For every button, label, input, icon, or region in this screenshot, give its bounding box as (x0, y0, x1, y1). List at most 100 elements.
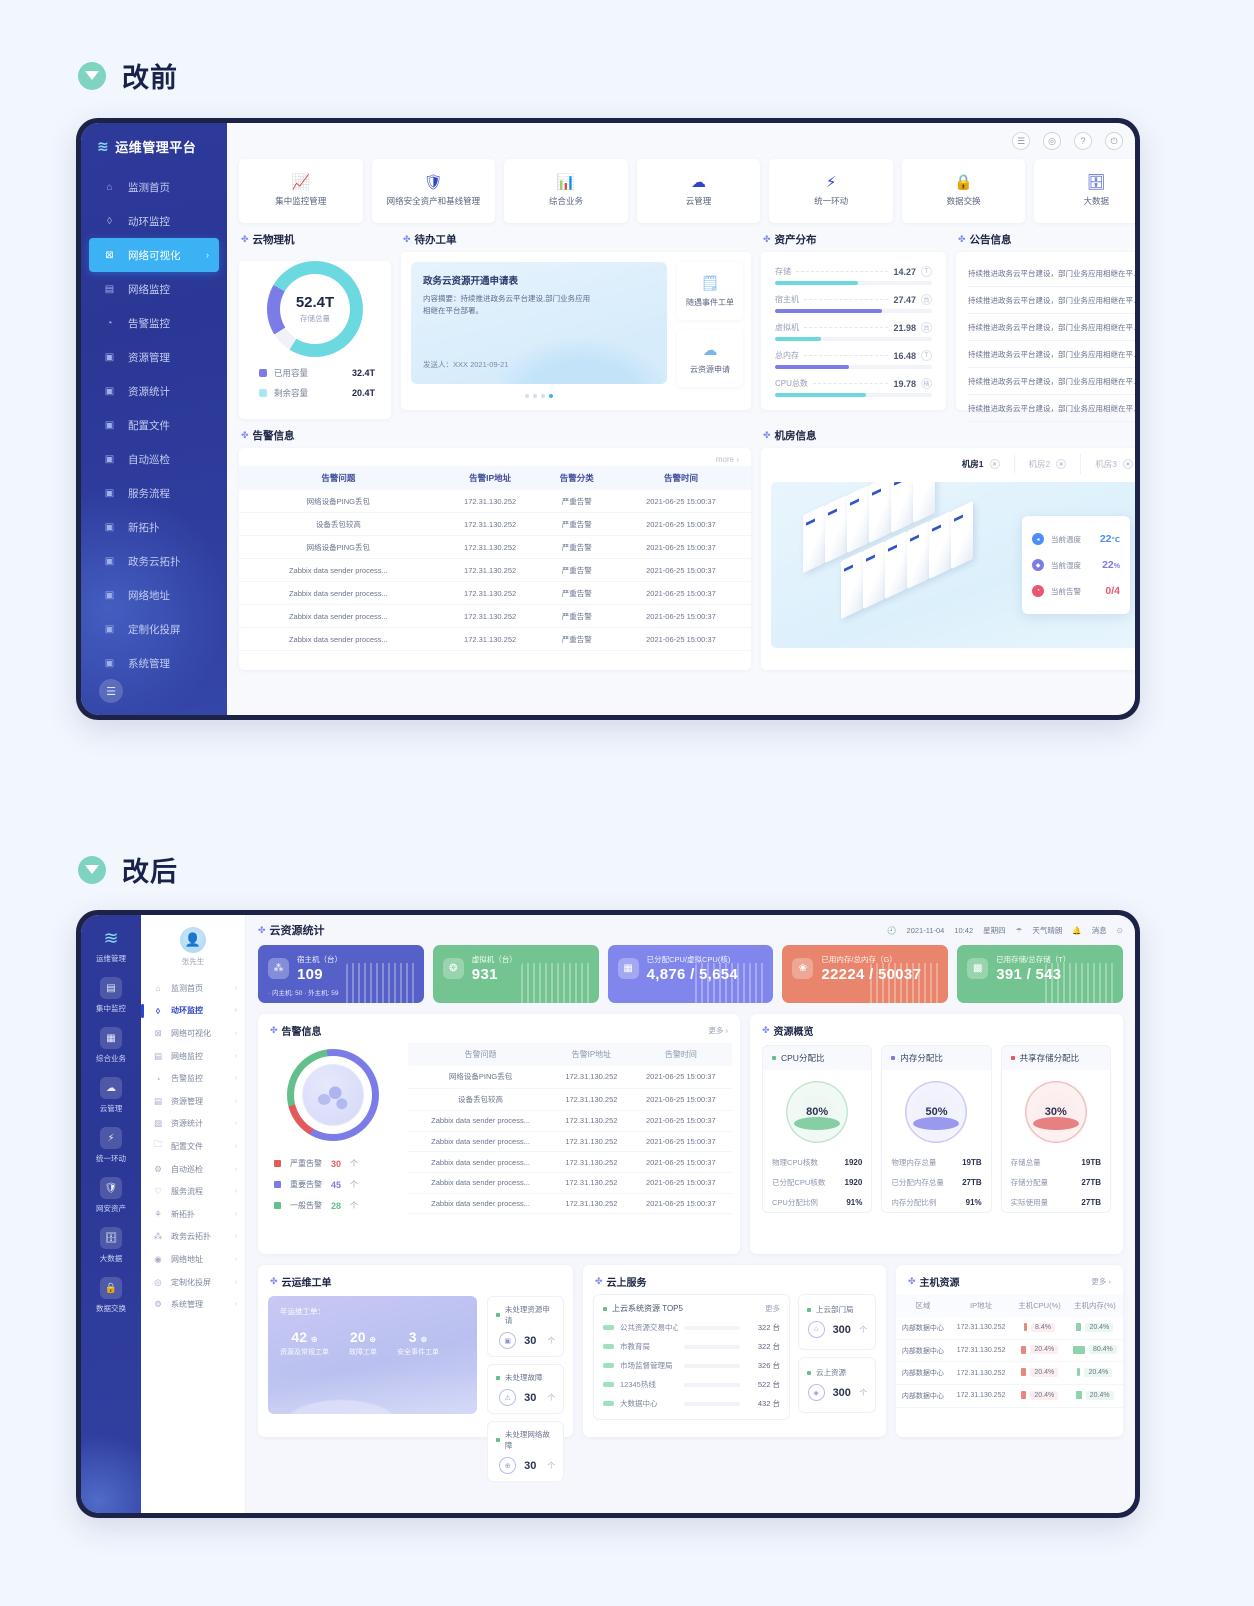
table-row[interactable]: 设备丢包较高 172.31.130.252 2021-06-25 15:00:37 (408, 1088, 732, 1112)
notice-item-1[interactable]: 持续推进政务云平台建设，部门业务应用相继在平台上部署 (968, 287, 1135, 314)
cloudservice-minicard-1[interactable]: 云上资源 ◈ 300 个 (798, 1357, 876, 1413)
menu-icon[interactable]: ☰ (1012, 132, 1030, 150)
sidebar-item-3[interactable]: ▤ 网络监控 (81, 272, 227, 306)
power-icon[interactable]: ⏻ (1105, 132, 1123, 150)
table-row[interactable]: 内部数据中心 172.31.130.252 20.4% 80.4% (896, 1339, 1123, 1363)
hostres-more-link[interactable]: 更多 › (1091, 1277, 1111, 1286)
nav-card-4[interactable]: ⚡ 统一环动 (769, 159, 893, 223)
sidebar-item-8[interactable]: ▣ 自动巡检 (81, 442, 227, 476)
menu-item-10[interactable]: ⚘ 新拓扑 › (141, 1203, 245, 1226)
table-row[interactable]: Zabbix data sender process... 172.31.130.… (408, 1172, 732, 1194)
menu-item-0[interactable]: ⌂ 监测首页 › (141, 977, 245, 1000)
rail-item-0[interactable]: ≋ 运维管理 (81, 927, 141, 964)
menu-item-13[interactable]: ◎ 定制化投屏 › (141, 1271, 245, 1294)
rail-item-5[interactable]: 🛡 网安资产 (81, 1177, 141, 1214)
menu-item-12[interactable]: ◉ 网络地址 › (141, 1248, 245, 1271)
menu-item-2[interactable]: ⊠ 网络可视化 › (141, 1022, 245, 1045)
todo-action-0[interactable]: 🗒 随遇事件工单 (677, 262, 743, 320)
alarm-more-link[interactable]: 更多 › (708, 1026, 728, 1035)
sidebar-item-1[interactable]: ◊ 动环监控 (81, 204, 227, 238)
table-row[interactable]: 网络设备PING丢包 172.31.130.252 2021-06-25 15:00… (408, 1066, 732, 1089)
sidebar-item-11[interactable]: ▣ 政务云拓扑 (81, 544, 227, 578)
rail-item-3[interactable]: ☁ 云管理 (81, 1077, 141, 1114)
table-row[interactable]: Zabbix data sender process... 172.31.130.… (239, 627, 751, 651)
table-row[interactable]: Zabbix data sender process... 172.31.130.… (239, 581, 751, 605)
table-row[interactable]: Zabbix data sender process... 172.31.130.… (408, 1193, 732, 1215)
sidebar-item-5[interactable]: ▣ 资源管理 (81, 340, 227, 374)
table-row[interactable]: Zabbix data sender process... 172.31.130.… (239, 604, 751, 628)
menu-item-3[interactable]: ▤ 网络监控 › (141, 1045, 245, 1068)
carousel-dot-active[interactable] (549, 394, 553, 398)
carousel-dot[interactable] (525, 394, 529, 398)
tops-more-link[interactable]: 更多 (765, 1304, 780, 1313)
sidebar-item-13[interactable]: ▣ 定制化投屏 (81, 612, 227, 646)
rail-item-7[interactable]: 🔒 数据交换 (81, 1277, 141, 1314)
alarm-more-link[interactable]: more › (715, 455, 739, 464)
menu-item-14[interactable]: ⚙ 系统管理 › (141, 1293, 245, 1316)
sidebar-item-12[interactable]: ▣ 网络地址 (81, 578, 227, 612)
table-row[interactable]: Zabbix data sender process... 172.31.130.… (408, 1131, 732, 1153)
rail-item-2[interactable]: ▦ 综合业务 (81, 1027, 141, 1064)
close-icon[interactable]: ✕ (989, 459, 1000, 469)
idc-tab-2[interactable]: 机房3 ✕ (1081, 454, 1135, 474)
todo-action-1[interactable]: ☁ 云资源申请 (677, 329, 743, 387)
carousel-dot[interactable] (541, 394, 545, 398)
header-message[interactable]: 消息 (1091, 925, 1107, 935)
sidebar-item-4[interactable]: ◔ 告警监控 (81, 306, 227, 340)
nav-card-6[interactable]: 🗄 大数据 (1034, 159, 1135, 223)
sidebar-item-9[interactable]: ▣ 服务流程 (81, 476, 227, 510)
notice-item-0[interactable]: 持续推进政务云平台建设，部门业务应用相继在平台上部署 (968, 260, 1135, 287)
carousel-dot[interactable] (533, 394, 537, 398)
table-row[interactable]: 内部数据中心 172.31.130.252 8.4% 20.4% (896, 1317, 1123, 1340)
table-row[interactable]: 内部数据中心 172.31.130.252 20.4% 20.4% (896, 1361, 1123, 1386)
nav-card-3[interactable]: ☁ 云管理 (636, 159, 761, 223)
table-row[interactable]: Zabbix data sender process... 172.31.130.… (408, 1110, 732, 1132)
nav-card-5[interactable]: 🔒 数据交换 (901, 159, 1026, 223)
nav-card-0[interactable]: 📈 集中监控管理 (239, 159, 363, 223)
rail-item-4[interactable]: ⚡ 统一环动 (81, 1127, 141, 1164)
sidebar-item-10[interactable]: ▣ 新拓扑 (81, 510, 227, 544)
cloudservice-minicard-0[interactable]: 上云部门局 ⌂ 300 个 (798, 1294, 876, 1350)
menu-item-1[interactable]: ◊ 动环监控 › (141, 1000, 245, 1023)
table-row[interactable]: 内部数据中心 172.31.130.252 20.4% 20.4% (896, 1384, 1123, 1408)
idc-tab-0[interactable]: 机房1 ✕ (948, 454, 1015, 474)
stat-card-4[interactable]: ▩ 已用存储/总存储（T） 391 / 543 (957, 945, 1123, 1003)
stat-card-0[interactable]: ⁂ 宿主机（台） 109 · 内主机: 50 · 外主机: 59 (258, 945, 424, 1003)
table-row[interactable]: Zabbix data sender process... 172.31.130.… (239, 558, 751, 582)
notice-item-2[interactable]: 持续推进政务云平台建设，部门业务应用相继在平台上部署 (968, 314, 1135, 341)
workorder-minicard-1[interactable]: 未处理故障 ⚠ 30 个 (487, 1364, 564, 1414)
menu-item-11[interactable]: ⁂ 政务云拓扑 › (141, 1226, 245, 1249)
close-icon[interactable]: ✕ (1123, 459, 1133, 469)
rail-item-6[interactable]: 🗄 大数据 (81, 1227, 141, 1264)
menu-item-8[interactable]: ⚙ 自动巡检 › (141, 1158, 245, 1181)
menu-item-7[interactable]: 🗀 配置文件 › (141, 1135, 245, 1158)
collapse-icon[interactable]: ☰ (99, 679, 123, 703)
target-icon[interactable]: ◎ (1043, 132, 1061, 150)
table-row[interactable]: 网络设备PING丢包 172.31.130.252 严重告警 2021-06-25 1… (239, 490, 751, 513)
sidebar-item-0[interactable]: ⌂ 监测首页 (81, 170, 227, 204)
workorder-minicard-2[interactable]: 未处理网络故障 ⊕ 30 个 (487, 1421, 564, 1482)
table-row[interactable]: 网络设备PING丢包 172.31.130.252 严重告警 2021-06-25 1… (239, 535, 751, 559)
nav-card-1[interactable]: 🛡 网络安全资产和基线管理 (371, 159, 496, 223)
menu-item-5[interactable]: ▤ 资源管理 › (141, 1090, 245, 1113)
carousel-dots[interactable] (401, 394, 677, 404)
sidebar-item-2[interactable]: ⊠ 网络可视化 › (89, 238, 219, 272)
nav-card-2[interactable]: 📊 综合业务 (504, 159, 628, 223)
stat-card-2[interactable]: ▦ 已分配CPU/虚拟CPU(核) 4,876 / 5,654 (607, 945, 774, 1003)
table-row[interactable]: Zabbix data sender process... 172.31.130.… (408, 1151, 732, 1173)
workorder-minicard-0[interactable]: 未处理资源申请 ▣ 30 个 (487, 1296, 564, 1357)
user-block[interactable]: 👤 张先生 (141, 915, 245, 977)
notice-item-5[interactable]: 持续推进政务云平台建设，部门业务应用相继在平台上部署 (968, 395, 1135, 422)
close-icon[interactable]: ✕ (1056, 459, 1067, 469)
rail-item-1[interactable]: ▤ 集中监控 (81, 977, 141, 1014)
todo-ticket-card[interactable]: 政务云资源开通申请表 内容摘要：持续推进政务云平台建设,部门业务应用相继在平台部… (411, 262, 667, 384)
stat-card-3[interactable]: ❀ 已用内存/总内存（G） 22224 / 50037 (782, 945, 949, 1003)
stat-card-1[interactable]: ❂ 虚拟机（台） 931 (432, 945, 599, 1003)
help-icon[interactable]: ? (1074, 132, 1092, 150)
notice-item-3[interactable]: 持续推进政务云平台建设，部门业务应用相继在平台上部署 (968, 341, 1135, 368)
menu-item-9[interactable]: ♡ 服务流程 › (141, 1180, 245, 1203)
sidebar-item-14[interactable]: ▣ 系统管理 (81, 646, 227, 680)
table-row[interactable]: 设备丢包较高 172.31.130.252 严重告警 2021-06-25 15:00… (239, 512, 751, 536)
menu-item-6[interactable]: ▨ 资源统计 › (141, 1113, 245, 1136)
sidebar-item-7[interactable]: ▣ 配置文件 (81, 408, 227, 442)
